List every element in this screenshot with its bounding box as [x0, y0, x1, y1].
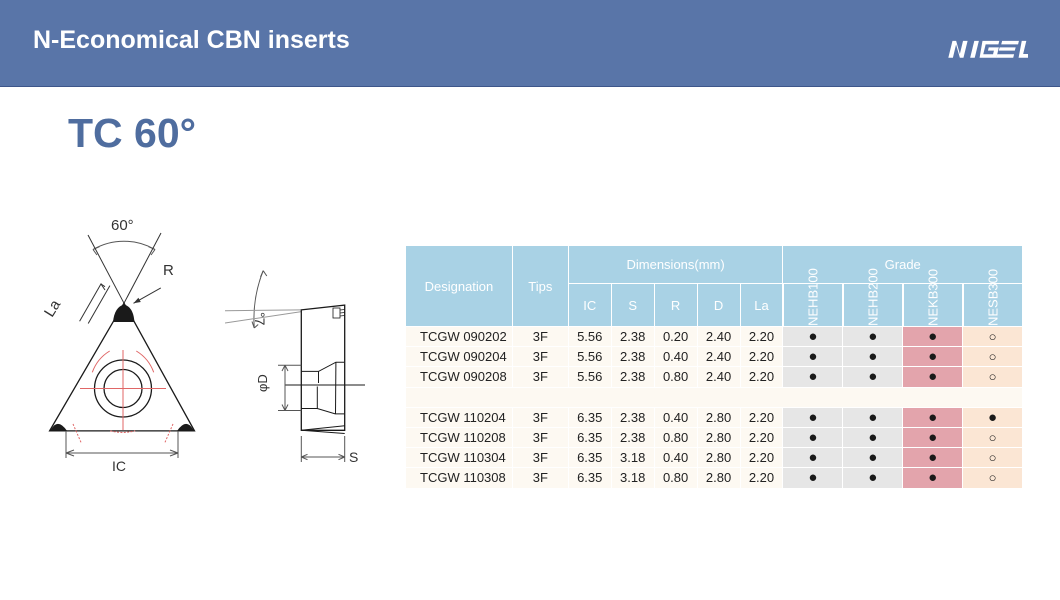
svg-text:S: S	[349, 449, 358, 465]
svg-text:φD: φD	[255, 374, 270, 392]
svg-text:60°: 60°	[111, 217, 134, 234]
svg-text:R: R	[163, 262, 174, 279]
svg-text:IC: IC	[112, 458, 126, 474]
svg-text:La: La	[41, 296, 65, 320]
